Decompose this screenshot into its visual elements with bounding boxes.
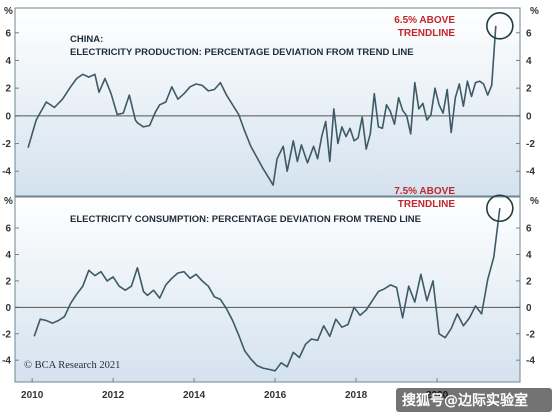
consumption-y-tick-label-right: -4 — [526, 356, 535, 367]
x-tick-label: 2010 — [21, 390, 44, 401]
consumption-y-axis-left: -4 -2 0 2 4 6 — [2, 224, 19, 367]
watermark: 搜狐号@边际实验室 — [396, 388, 552, 412]
consumption-y-tick-label-left: -2 — [2, 329, 11, 340]
consumption-y-tick-label-left: -4 — [2, 356, 11, 367]
consumption-y-tick-label-right: 2 — [526, 276, 532, 287]
consumption-y-axis-right: -4 -2 0 2 4 6 — [516, 224, 535, 367]
consumption-annotation-line-2: TRENDLINE — [398, 199, 456, 210]
production-y-unit-right: % — [530, 6, 539, 17]
consumption-y-tick-label-left: 0 — [5, 303, 11, 314]
credit-text: © BCA Research 2021 — [24, 360, 120, 371]
production-title-line-2: ELECTRICITY PRODUCTION: PERCENTAGE DEVIA… — [70, 47, 414, 58]
production-series-line — [27, 25, 497, 186]
consumption-y-tick-label-left: 4 — [5, 250, 11, 261]
production-y-unit-left: % — [4, 6, 13, 17]
production-y-tick-label-right: 4 — [526, 56, 532, 67]
production-y-tick-label-left: 2 — [5, 84, 11, 95]
production-y-tick-label-right: 0 — [526, 111, 532, 122]
watermark-background — [396, 388, 552, 412]
production-y-tick-label-right: 2 — [526, 84, 532, 95]
production-y-axis-left: -4 -2 0 2 4 6 — [2, 28, 19, 178]
consumption-y-tick-label-right: 0 — [526, 303, 532, 314]
panel-consumption: ELECTRICITY CONSUMPTION: PERCENTAGE DEVI… — [2, 186, 539, 383]
production-y-tick-label-left: 0 — [5, 111, 11, 122]
panel-consumption-frame — [14, 196, 521, 383]
production-highlight-circle — [486, 12, 514, 40]
x-tick-label: 2014 — [183, 390, 206, 401]
consumption-y-tick-label-left: 6 — [5, 224, 11, 235]
watermark-text: 搜狐号@边际实验室 — [402, 392, 528, 409]
production-y-tick-label-left: 4 — [5, 56, 11, 67]
consumption-y-tick-label-right: 6 — [526, 224, 532, 235]
x-tick-label: 2016 — [264, 390, 287, 401]
production-y-tick-label-right: 6 — [526, 28, 532, 39]
production-annotation-line-2: TRENDLINE — [398, 28, 456, 39]
consumption-title: ELECTRICITY CONSUMPTION: PERCENTAGE DEVI… — [70, 214, 421, 225]
production-y-tick-label-right: -2 — [526, 139, 535, 150]
production-y-tick-label-right: -4 — [526, 167, 535, 178]
x-tick-label: 2012 — [102, 390, 125, 401]
production-annotation-line-1: 6.5% ABOVE — [394, 15, 455, 26]
panel-production: CHINA: ELECTRICITY PRODUCTION: PERCENTAG… — [2, 6, 539, 197]
consumption-y-tick-label-right: -2 — [526, 329, 535, 340]
consumption-annotation-line-1: 7.5% ABOVE — [394, 186, 455, 197]
production-y-tick-label-left: -2 — [2, 139, 11, 150]
consumption-y-tick-label-left: 2 — [5, 276, 11, 287]
production-y-tick-label-left: -4 — [2, 167, 11, 178]
consumption-y-unit-left: % — [4, 196, 13, 207]
consumption-y-tick-label-right: 4 — [526, 250, 532, 261]
consumption-series-line — [33, 208, 501, 372]
x-tick-label: 2018 — [345, 390, 368, 401]
consumption-y-unit-right: % — [530, 196, 539, 207]
production-y-tick-label-left: 6 — [5, 28, 11, 39]
production-title-line-1: CHINA: — [70, 34, 103, 45]
production-y-axis-right: -4 -2 0 2 4 6 — [516, 28, 535, 178]
panel-production-frame — [14, 7, 521, 197]
consumption-highlight-circle — [486, 194, 514, 223]
